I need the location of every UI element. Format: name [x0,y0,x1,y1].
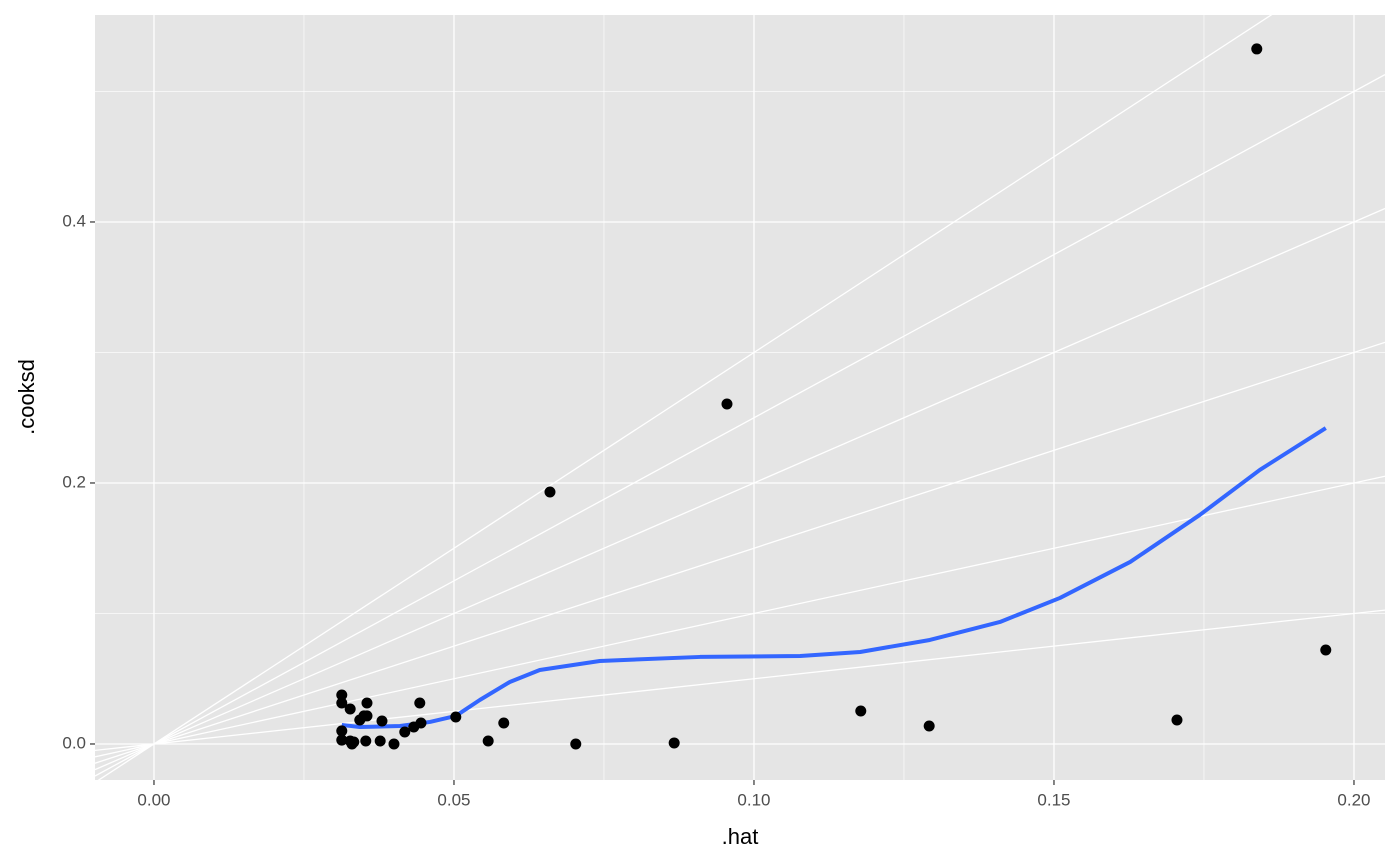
y-tick-label: 0.4 [62,211,86,230]
point [399,726,411,738]
point [855,705,867,717]
x-tick-label: 0.00 [137,790,170,809]
panel [95,15,1385,780]
point [482,735,494,747]
x-tick-label: 0.20 [1337,790,1370,809]
point [344,703,356,715]
point [415,717,427,729]
point [721,398,733,410]
y-tick-label: 0.0 [62,733,86,752]
smooth-line [341,426,1327,730]
point [360,735,372,747]
point [1320,644,1332,656]
point [376,715,388,727]
point [1251,43,1263,55]
reference-line [95,341,1385,764]
y-axis-title: .cooksd [14,359,39,435]
point [923,720,935,732]
point [544,486,556,498]
point [498,717,510,729]
x-tick-label: 0.05 [437,790,470,809]
reference-line [95,475,1385,758]
panel-background [95,15,1385,780]
point [450,711,462,723]
point [361,697,373,709]
x-tick-label: 0.10 [737,790,770,809]
point [374,735,386,747]
reference-line [95,74,1385,777]
point [361,710,373,722]
x-tick-label: 0.15 [1037,790,1070,809]
point [668,737,680,749]
point [570,738,582,750]
y-tick-label: 0.2 [62,472,86,491]
point [336,734,348,746]
point [336,725,348,737]
point [388,738,400,750]
reference-line [95,609,1385,752]
point [336,697,348,709]
reference-line [95,207,1385,771]
point [336,689,348,701]
x-axis-title: .hat [722,824,759,849]
reference-line [97,15,1273,780]
point [414,697,426,709]
point [1171,714,1183,726]
point [348,736,360,748]
